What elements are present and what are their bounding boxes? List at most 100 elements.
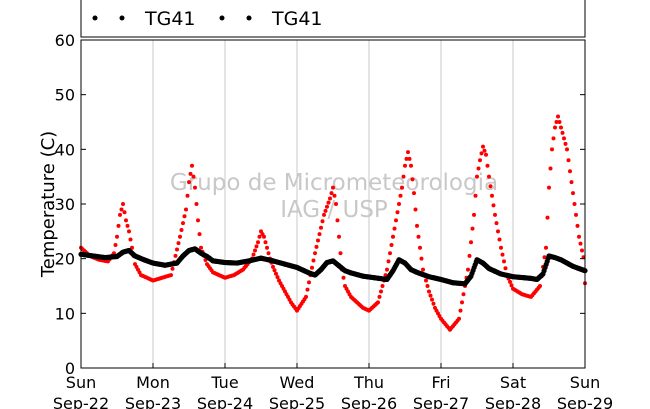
y-tick-label: 30 [55,195,75,214]
legend-marker-black-2 [246,15,252,21]
data-point [199,245,203,250]
data-point [331,185,335,190]
data-point [460,300,464,305]
data-point [538,284,542,288]
data-point [458,308,463,313]
data-point [475,174,479,179]
x-tick-label-date: Sep-29 [557,394,613,409]
data-point [274,271,278,276]
data-point [410,177,415,182]
data-point [181,221,185,226]
data-point [557,120,562,124]
data-point [332,193,337,198]
data-point [416,234,421,239]
data-point [113,243,118,247]
data-point [325,204,329,209]
data-point [565,147,569,152]
data-point [191,174,196,179]
data-point [481,144,485,149]
data-point [482,148,487,153]
x-tick-label-date: Sep-28 [485,394,541,409]
y-tick-label: 10 [55,304,75,323]
data-point [251,252,256,257]
data-point [329,191,334,196]
data-point [457,316,461,321]
data-point [568,169,572,174]
legend-label-1: TG41 [144,8,196,30]
data-point [478,158,482,163]
x-tick-label-day: Thu [353,373,384,392]
data-point [496,229,500,234]
x-tick-label-date: Sep-27 [413,394,469,409]
x-tick-label-day: Mon [136,373,170,392]
y-tick-label: 0 [65,359,75,378]
y-tick-label: 60 [55,31,75,50]
data-point [560,130,565,135]
data-point [499,245,503,250]
data-point [409,163,413,168]
data-point [319,225,323,230]
data-point [508,279,512,284]
data-point [182,214,187,219]
data-point [473,193,478,198]
data-point [580,248,584,253]
data-point [188,171,193,176]
data-point [170,266,175,271]
data-point [485,163,490,168]
data-point [305,287,310,292]
y-axis-label: Temperature (C) [38,131,59,278]
x-tick-label-day: Wed [280,373,315,392]
data-point [377,294,382,299]
data-point [554,120,559,124]
y-axis: 0 10 20 30 40 50 60 [55,31,585,378]
data-point [556,114,560,119]
data-point [388,251,392,256]
watermark-line-2: IAG / USP [280,197,388,223]
data-point [412,191,416,196]
data-point [491,203,496,208]
data-point [311,258,316,263]
data-point [197,232,202,237]
data-point [263,240,268,245]
data-point [380,284,385,288]
data-point [572,202,577,206]
data-point [125,223,130,228]
data-point [577,234,581,239]
data-point [566,158,571,163]
data-point [406,150,410,155]
data-point [427,289,431,294]
data-point [500,252,505,257]
data-point [548,166,553,171]
data-point [184,207,188,212]
data-point [421,267,425,272]
data-point [569,180,574,185]
legend-label-2: TG41 [271,8,323,30]
data-point [323,208,328,213]
data-point [175,247,179,252]
data-point [328,196,332,201]
x-tick-label-date: Sep-23 [125,394,181,409]
data-point [400,185,404,190]
data-point [115,234,119,239]
data-point [503,266,508,271]
data-point [509,283,514,288]
data-point [341,275,346,280]
data-point [337,234,341,239]
data-point [262,234,266,239]
data-point [397,202,401,206]
data-point [271,264,275,269]
legend-marker-black-1 [219,15,225,21]
data-point [428,293,433,298]
data-point [476,166,481,171]
data-point [124,218,128,223]
data-point [326,200,331,205]
data-point [185,193,190,198]
watermark-line-1: Grupo de Micrometeorologia [170,170,498,196]
data-point [307,280,311,285]
data-point [574,212,578,217]
data-point [401,174,406,179]
data-point [190,163,194,168]
data-point [559,125,563,130]
data-point [119,207,124,212]
data-point [497,237,502,242]
